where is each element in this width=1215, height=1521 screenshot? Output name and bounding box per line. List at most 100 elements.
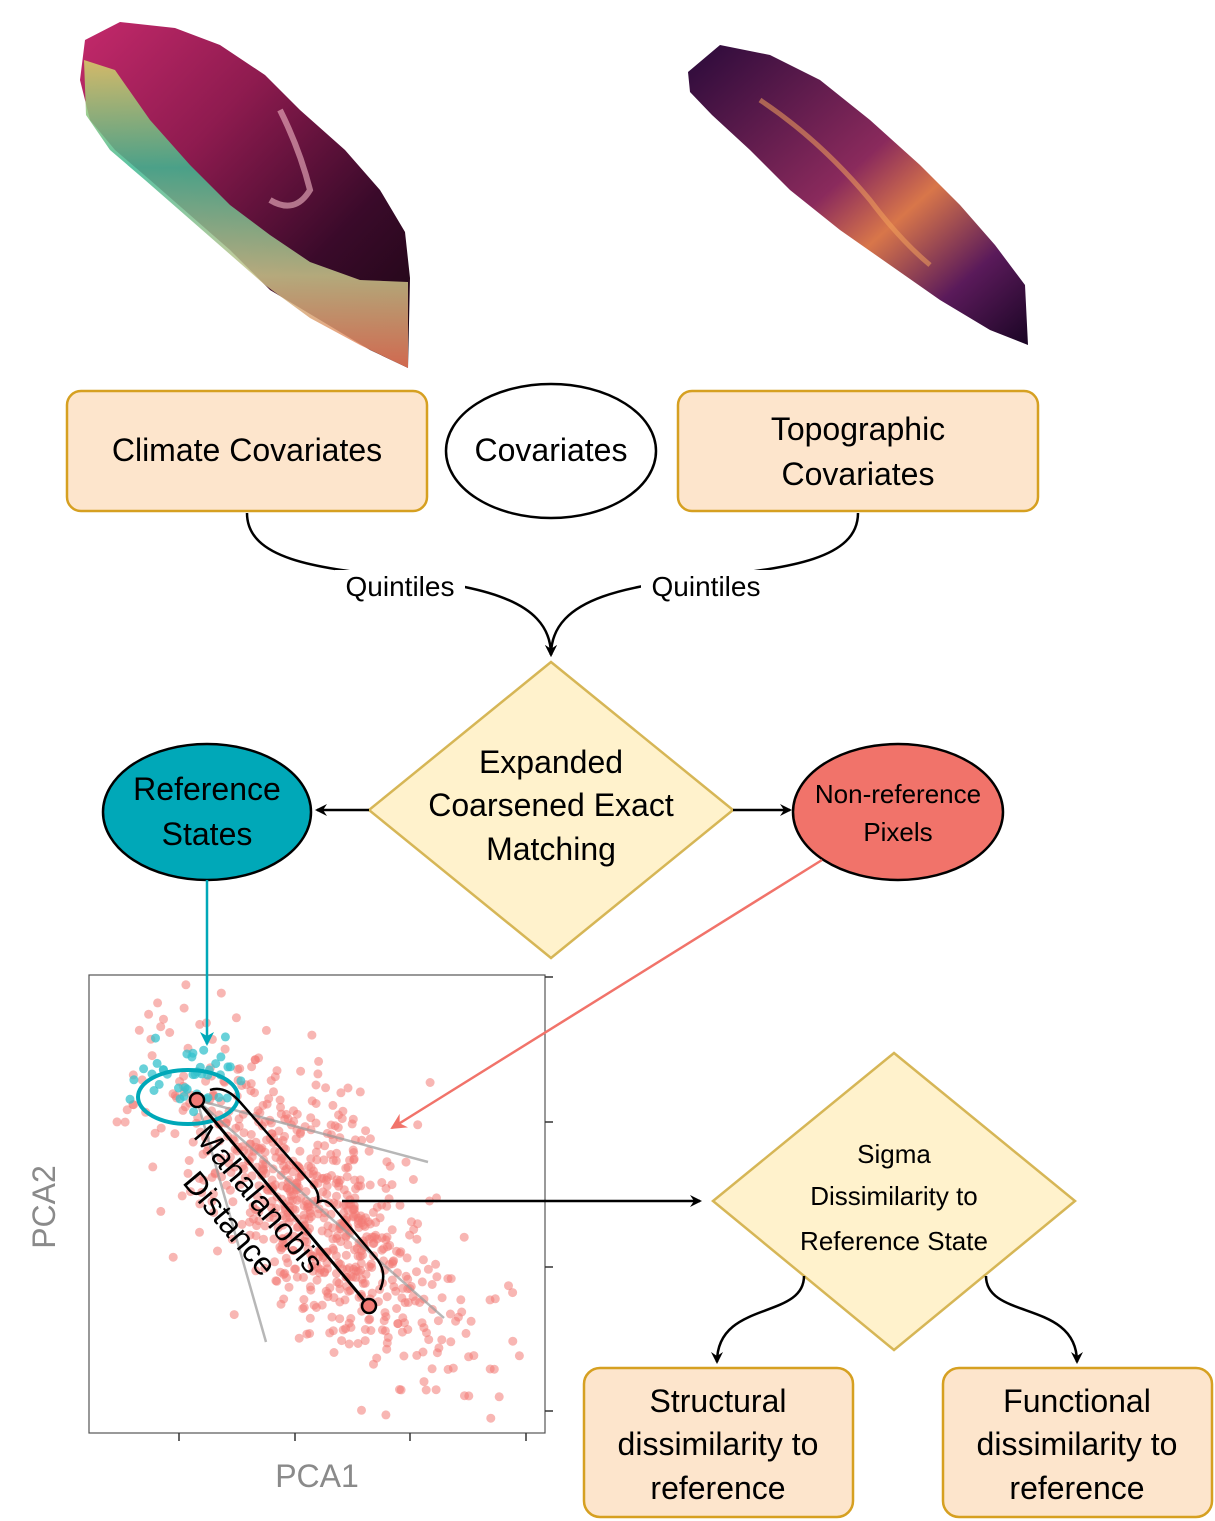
- nonreference-point: [362, 1232, 372, 1242]
- nonreference-point: [332, 1234, 342, 1243]
- nonreference-point: [112, 1117, 122, 1127]
- sigma-label-line1: Sigma: [857, 1139, 931, 1169]
- nonreference-point: [289, 1189, 299, 1199]
- nonreference-point: [270, 1257, 280, 1267]
- functional-label-line3: reference: [1009, 1470, 1144, 1506]
- nonreference-point: [395, 1200, 405, 1210]
- nonreference-point: [417, 1277, 427, 1287]
- nonreference-point: [296, 1066, 306, 1076]
- nonreference-point: [260, 1147, 270, 1157]
- nonreference-point: [168, 1252, 178, 1262]
- cem-label-line1: Expanded: [479, 744, 623, 780]
- nonreference-point: [247, 1171, 257, 1181]
- nonreference-point: [311, 1099, 321, 1108]
- nonreference-point: [306, 1249, 316, 1259]
- nonreference-point: [269, 1234, 279, 1244]
- nonreference-point: [443, 1274, 453, 1284]
- nonreference-point: [395, 1248, 405, 1258]
- edge-sigma-to-structural: [711, 1275, 806, 1364]
- nonreference-point: [323, 1221, 333, 1231]
- nonreference-point: [180, 1102, 190, 1112]
- nonreference-point: [329, 1245, 339, 1255]
- nonreference-point: [514, 1351, 524, 1361]
- topographic-label-line1: Topographic: [771, 411, 945, 447]
- nonreference-point: [396, 1385, 406, 1395]
- nonreference-point: [338, 1106, 348, 1116]
- nonreference-point: [456, 1295, 466, 1305]
- nonreference-point: [307, 1030, 317, 1040]
- nonreference-point: [258, 1196, 268, 1206]
- nonreference-point: [296, 1193, 306, 1203]
- climate-covariates-box: Climate Covariates: [65, 389, 429, 513]
- nonreference-point: [228, 1197, 238, 1207]
- nonreference-point: [322, 1189, 332, 1199]
- nonreference-point: [199, 1175, 209, 1185]
- nonreference-point: [387, 1180, 397, 1190]
- nonreference-point: [207, 1196, 217, 1206]
- nonreference-point: [305, 1329, 315, 1338]
- nonreference-point: [486, 1413, 496, 1423]
- reference-point: [154, 1079, 164, 1089]
- sigma-label-line3: Reference State: [800, 1226, 988, 1256]
- nonreference-point: [400, 1318, 409, 1328]
- nonreference-point: [357, 1405, 366, 1415]
- nonreference-point: [153, 998, 163, 1008]
- reference-point: [175, 1094, 185, 1104]
- nonreference-point: [323, 1288, 333, 1298]
- nonreference-point: [366, 1259, 376, 1269]
- nonreference-point: [323, 1228, 333, 1238]
- nonreference-point: [306, 1162, 316, 1172]
- nonreference-point: [365, 1134, 375, 1144]
- nonreference-point: [276, 1156, 286, 1166]
- nonreference-point: [446, 1337, 456, 1347]
- nonreference-point: [327, 1312, 337, 1322]
- nonreference-point: [274, 1126, 284, 1136]
- nonreference-point: [360, 1325, 370, 1334]
- nonreference-point: [485, 1295, 495, 1305]
- nonreference-point: [216, 1153, 226, 1163]
- nonreference-point: [402, 1253, 412, 1263]
- nonreference-point: [443, 1364, 453, 1374]
- nonreference-point: [342, 1172, 352, 1182]
- nonreference-point: [325, 1328, 335, 1338]
- nonreference-point: [379, 1316, 389, 1326]
- nonreference-point: [356, 1265, 366, 1275]
- nonreference-point: [134, 1025, 144, 1035]
- nonreference-point: [348, 1205, 358, 1214]
- edge-nonreference-to-plot: [390, 858, 823, 1130]
- nonreference-point: [269, 1087, 278, 1097]
- nonreference-point: [332, 1199, 342, 1209]
- nonreference-point: [337, 1114, 347, 1124]
- nonreference-point: [504, 1281, 513, 1291]
- reference-point: [139, 1064, 149, 1074]
- quintiles-label-right: Quintiles: [652, 571, 761, 602]
- nonreference-point: [195, 1019, 205, 1029]
- nonreference-point: [358, 1250, 367, 1260]
- edge-sigma-to-functional: [984, 1275, 1083, 1364]
- nonreference-point: [311, 1147, 321, 1157]
- reference-cluster-ring: [136, 1068, 240, 1126]
- covariates-label: Covariates: [475, 432, 628, 468]
- nonreference-point: [382, 1201, 392, 1211]
- nonreference-point: [246, 1130, 256, 1139]
- nonreference-point: [305, 1313, 315, 1323]
- distance-end-point: [360, 1297, 378, 1315]
- nonreference-point: [183, 1168, 193, 1178]
- nonreference-point: [282, 1273, 291, 1283]
- nonreference-point: [188, 1137, 198, 1147]
- nonreference-point: [371, 1217, 381, 1227]
- nonreference-point: [321, 1083, 331, 1093]
- reference-point: [187, 1052, 197, 1062]
- nonreference-point: [229, 1310, 239, 1320]
- nonreference-point: [377, 1245, 387, 1255]
- reference-point: [174, 1083, 183, 1093]
- nonreference-point: [356, 1181, 366, 1191]
- reference-point: [225, 1062, 235, 1072]
- nonreference-point: [278, 1136, 288, 1145]
- nonreference-point: [300, 1236, 309, 1246]
- reference-point: [236, 1076, 246, 1086]
- nonreference-point: [419, 1323, 429, 1333]
- nonreference-point: [391, 1286, 401, 1296]
- reference-point: [211, 1059, 221, 1069]
